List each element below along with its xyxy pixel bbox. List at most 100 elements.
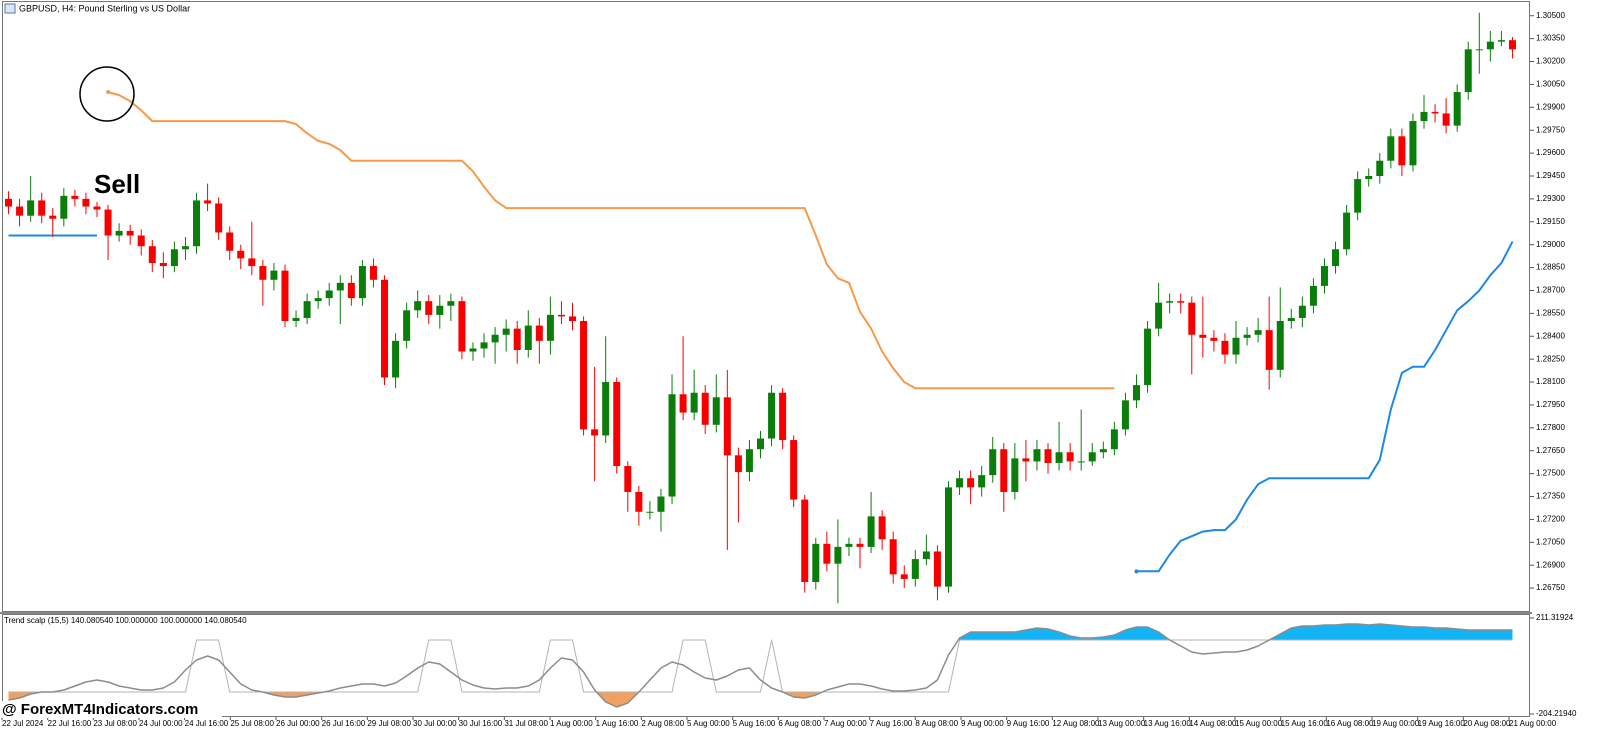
x-tick-label: 1 Aug 00:00 [550,719,593,728]
candle-body [1132,385,1140,401]
y-tick-label: 1.27200 [1536,515,1565,524]
candle-body [602,382,610,436]
candle-body [491,334,499,343]
x-tick-label: 8 Aug 08:00 [915,719,958,728]
candle-body [1320,266,1328,286]
candle-body [546,314,554,341]
candle-body [1011,458,1019,492]
y-tick-label: 1.29150 [1536,217,1565,226]
candle-body [591,429,599,436]
y-tick-label: 1.28100 [1536,377,1565,386]
candle-body [480,342,488,349]
x-tick-label: 30 Jul 16:00 [459,719,503,728]
overlay-start [106,90,111,95]
candle-body [801,499,809,582]
y-tick-label: 1.29000 [1536,240,1565,249]
overlay-start [1134,569,1139,574]
candle-body [978,475,986,488]
candle-body [436,305,444,315]
candle-body [1453,92,1461,126]
candle-body [38,200,46,216]
candle-body [1332,249,1340,267]
candle-body [1188,302,1196,335]
y-tick-label: 1.27800 [1536,423,1565,432]
candle-body [1199,334,1207,338]
y-tick-label: 1.29600 [1536,148,1565,157]
candle-body [911,559,919,579]
candle-body [956,478,964,488]
x-tick-label: 22 Jul 2024 [2,719,44,728]
x-tick-label: 16 Aug 08:00 [1326,719,1374,728]
x-tick-label: 30 Jul 00:00 [413,719,457,728]
candle-body [303,301,311,318]
candle-body [181,246,189,250]
y-tick-label: 1.29450 [1536,171,1565,180]
candle-body [933,551,941,587]
candle-body [701,392,709,425]
candle-body [5,198,13,207]
candle-body [369,266,377,280]
y-tick-label: 1.28700 [1536,286,1565,295]
candle-body [137,235,145,247]
y-tick-label: 1.29900 [1536,102,1565,111]
pane-separator [0,612,1532,614]
candle-body [845,543,853,547]
candle-body [49,215,57,219]
y-tick-label: 1.29750 [1536,125,1565,134]
candle-body [1088,452,1096,462]
candle-body [237,250,245,259]
candle-body [259,266,267,280]
y-tick-label: 1.26750 [1536,583,1565,592]
x-tick-label: 21 Aug 00:00 [1509,719,1557,728]
y-tick-label: 1.30500 [1536,11,1565,20]
candle-body [226,232,234,251]
candle-body [1066,452,1074,462]
candle-body [513,328,521,350]
candle-body [381,279,389,378]
candle-body [159,263,167,267]
candle-body [1243,334,1251,338]
candle-body [690,392,698,413]
overlay-line [107,91,1115,390]
candle-body [823,543,831,564]
candle-body [734,455,742,473]
candle-body [1099,449,1107,453]
candle-body [1431,111,1439,114]
x-tick-label: 25 Jul 08:00 [230,719,274,728]
upper-fill [8,624,1513,640]
candle-body [270,270,278,280]
y-tick-label: 1.30350 [1536,34,1565,43]
x-tick-label: 9 Aug 00:00 [961,719,1004,728]
candle-body [115,230,123,236]
plot-layer: 1.26750 1.26900 1.27050 1.27200 1.27350 1.275… [1,11,1577,728]
candle-body [812,543,820,582]
x-tick-label: 26 Jul 00:00 [276,719,320,728]
candle-body [425,301,433,315]
chart-title: GBPUSD, H4: Pound Sterling vs US Dollar [19,3,190,13]
candle-body [613,382,621,466]
candle-body [1077,461,1085,463]
y-tick-label: 211.31924 [1536,613,1574,622]
candle-body [148,246,156,263]
candle-body [1144,328,1152,386]
candle-body [922,551,930,560]
candle-body [1442,113,1450,126]
y-tick-label: 1.28400 [1536,331,1565,340]
candle-body [1420,111,1428,122]
candle-body [723,397,731,456]
candle-body [967,478,975,488]
candle-body [1387,136,1395,161]
x-tick-label: 13 Aug 00:00 [1098,719,1146,728]
highlight-circle [79,66,135,122]
x-tick-label: 7 Aug 00:00 [824,719,867,728]
candle-body [325,290,333,299]
candle-body [1343,212,1351,250]
symbol-icon [4,3,16,14]
x-tick-label: 15 Aug 16:00 [1281,719,1329,728]
y-tick-label: 1.27500 [1536,469,1565,478]
x-tick-label: 19 Aug 00:00 [1372,719,1420,728]
x-tick-label: 29 Jul 08:00 [367,719,411,728]
candle-body [1486,41,1494,50]
candle-body [757,438,764,450]
